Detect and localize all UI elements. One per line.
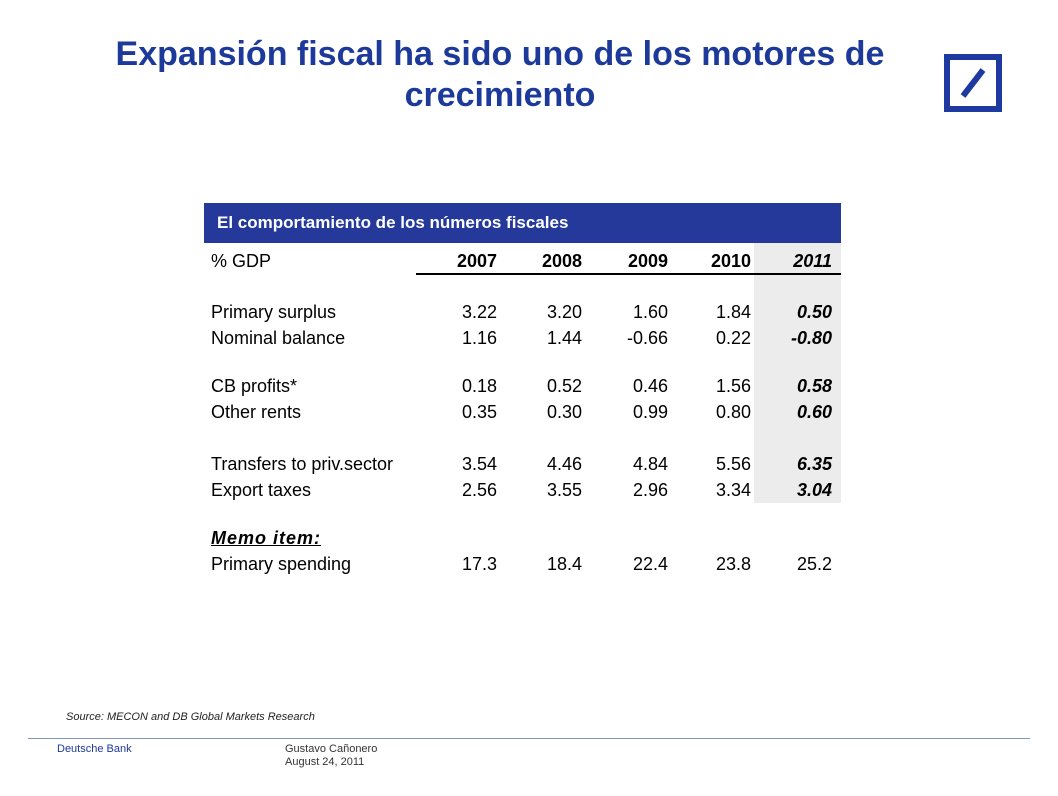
unit-label: % GDP xyxy=(211,251,272,271)
row-label: Transfers to priv.sector xyxy=(211,454,394,474)
table-cell: 3.20 xyxy=(546,302,582,322)
table-cell: 3.34 xyxy=(715,480,751,500)
footer-author: Gustavo Cañonero xyxy=(285,743,378,755)
row-label: Other rents xyxy=(211,402,302,422)
table-cell: 4.46 xyxy=(546,454,582,474)
table-cell: 0.60 xyxy=(796,402,832,422)
footer-company: Deutsche Bank xyxy=(57,743,132,755)
table-cell: 1.44 xyxy=(546,328,582,348)
table-cell: 0.80 xyxy=(715,402,751,422)
table-cell: 4.84 xyxy=(632,454,668,474)
table-cell: 1.60 xyxy=(632,302,668,322)
table-cell: 0.52 xyxy=(546,376,582,396)
table-cell: 3.54 xyxy=(461,454,497,474)
row-label: CB profits* xyxy=(211,376,298,396)
table-cell: 0.18 xyxy=(461,376,497,396)
table-cell: 2.56 xyxy=(461,480,497,500)
table-cell: 0.99 xyxy=(632,402,668,422)
table-cell: -0.66 xyxy=(626,328,668,348)
footer-author-block: Gustavo Cañonero August 24, 2011 xyxy=(285,743,377,769)
table-cell: 3.04 xyxy=(796,480,832,500)
table-cell: 1.56 xyxy=(715,376,751,396)
table-cell: 1.16 xyxy=(461,328,497,348)
table-cell: 3.22 xyxy=(461,302,497,322)
memo-cell: 17.3 xyxy=(461,554,497,574)
footer-divider xyxy=(28,738,1030,739)
table-cell: 5.56 xyxy=(715,454,751,474)
year-header-2008: 2008 xyxy=(541,251,582,271)
header-underline xyxy=(416,273,841,275)
table-cell: 3.55 xyxy=(546,480,582,500)
table-header: El comportamiento de los números fiscale… xyxy=(204,203,841,243)
table-cell: 0.46 xyxy=(632,376,668,396)
table-cell: 0.22 xyxy=(715,328,751,348)
table-cell: 0.50 xyxy=(796,302,832,322)
memo-cell: 18.4 xyxy=(546,554,582,574)
table-cell: 0.58 xyxy=(796,376,832,396)
year-header-2009: 2009 xyxy=(627,251,668,271)
table-cell: 6.35 xyxy=(796,454,832,474)
table-cell: -0.80 xyxy=(790,328,832,348)
memo-label: Memo item: xyxy=(211,528,322,548)
deutsche-bank-logo-icon xyxy=(944,54,1002,112)
row-label: Export taxes xyxy=(211,480,312,500)
table-cell: 2.96 xyxy=(632,480,668,500)
highlight-column-2011 xyxy=(754,243,841,503)
table-cell: 1.84 xyxy=(715,302,751,322)
footer-date: August 24, 2011 xyxy=(285,756,365,768)
fiscal-table: El comportamiento de los números fiscale… xyxy=(204,203,841,243)
source-note: Source: MECON and DB Global Markets Rese… xyxy=(66,711,315,723)
year-header-2010: 2010 xyxy=(710,251,751,271)
memo-row-label: Primary spending xyxy=(211,554,352,574)
table-cell: 0.35 xyxy=(461,402,497,422)
memo-cell: 25.2 xyxy=(796,554,832,574)
table-cell: 0.30 xyxy=(546,402,582,422)
memo-cell: 23.8 xyxy=(715,554,751,574)
page-title: Expansión fiscal ha sido uno de los moto… xyxy=(115,35,885,114)
year-header-2007: 2007 xyxy=(456,251,497,271)
year-header-2011: 2011 xyxy=(793,251,832,271)
memo-cell: 22.4 xyxy=(632,554,668,574)
row-label: Primary surplus xyxy=(211,302,337,322)
row-label: Nominal balance xyxy=(211,328,346,348)
